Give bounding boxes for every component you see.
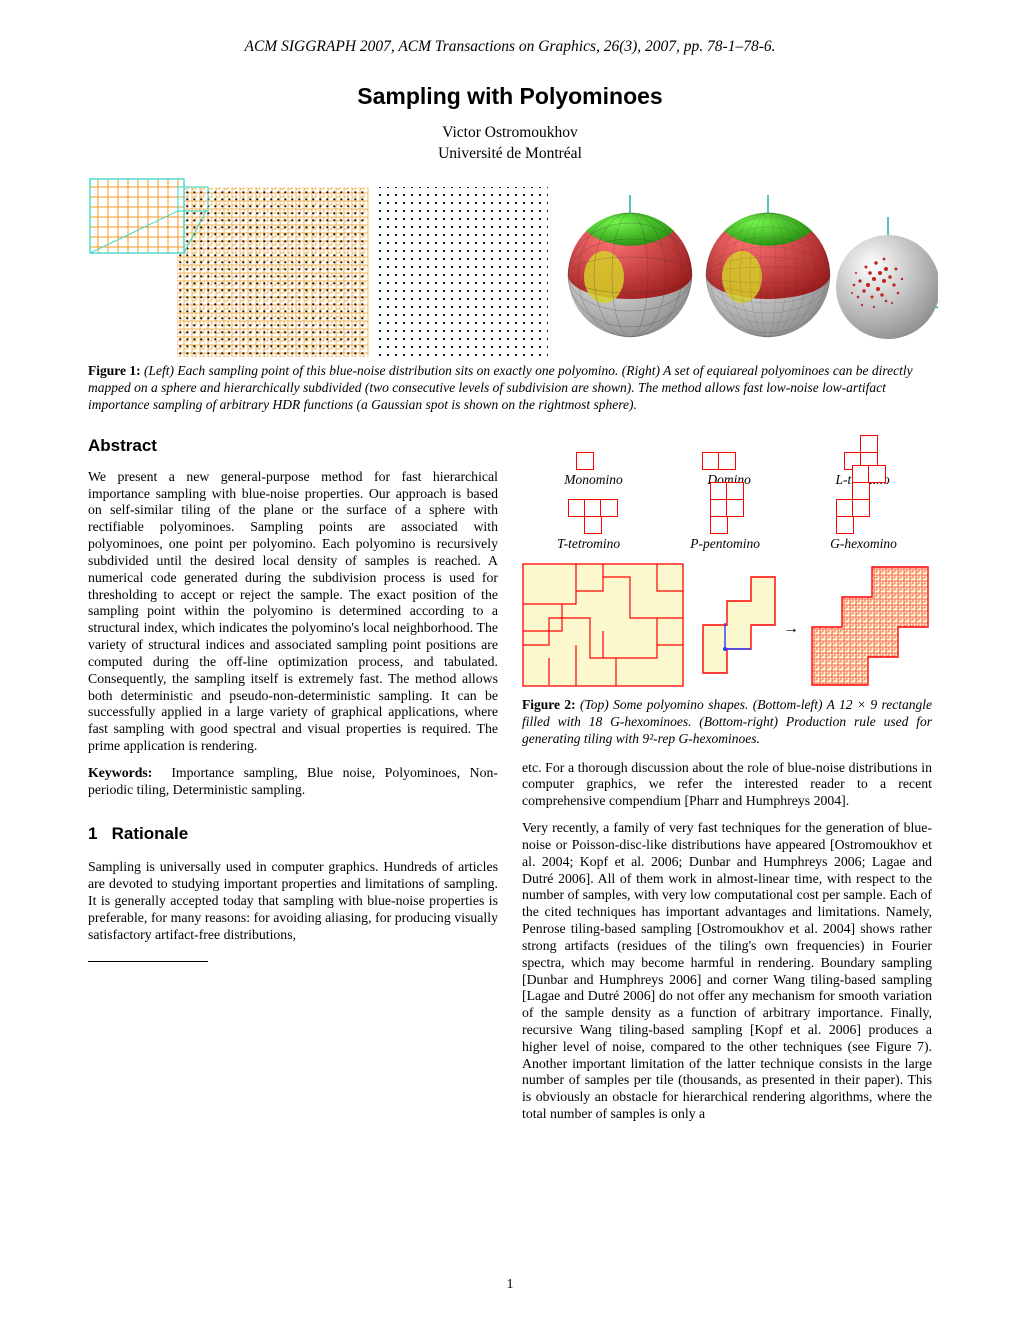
figure-1-tiling — [88, 177, 378, 357]
figure-2-tiling-left — [522, 563, 686, 689]
column-left: Abstract We present a new general-purpos… — [88, 436, 498, 962]
column-right: Monomino Domino L-tromino — [522, 436, 932, 1133]
abstract-body: We present a new general-purpose method … — [88, 469, 498, 755]
affiliation: Université de Montréal — [88, 145, 932, 164]
figure-2-tiling-right — [808, 563, 932, 689]
t-tetromino-shape — [569, 500, 617, 534]
figure-1-points — [378, 177, 548, 357]
poly-label-monomino: Monomino — [564, 472, 623, 488]
page-number: 1 — [0, 1277, 1020, 1294]
right-p1: etc. For a thorough discussion about the… — [522, 760, 932, 810]
monomino-shape — [577, 453, 593, 470]
figure-2-caption: Figure 2: (Top) Some polyomino shapes. (… — [522, 697, 932, 748]
rationale-heading: 1 Rationale — [88, 824, 498, 845]
figure-1 — [88, 177, 932, 357]
keywords-text — [162, 765, 171, 780]
figure-1-caption: Figure 1: (Left) Each sampling point of … — [88, 363, 932, 414]
author: Victor Ostromoukhov — [88, 124, 932, 143]
figure-2: Monomino Domino L-tromino — [522, 436, 932, 689]
g-hexomino-shape — [837, 466, 885, 534]
poly-label-ttet: T-tetromino — [557, 536, 620, 552]
running-header: ACM SIGGRAPH 2007, ACM Transactions on G… — [88, 38, 932, 57]
keywords-label: Keywords: — [88, 765, 152, 780]
right-p2: Very recently, a family of very fast tec… — [522, 820, 932, 1123]
figure-2-production: → — [697, 563, 797, 689]
domino-shape — [703, 453, 735, 470]
footnote-rule — [88, 961, 208, 962]
rationale-body: Sampling is universally used in computer… — [88, 859, 498, 943]
poly-label-ppent: P-pentomino — [690, 536, 760, 552]
svg-text:→: → — [783, 620, 797, 637]
abstract-heading: Abstract — [88, 436, 498, 457]
figure-1-label: Figure 1: — [88, 363, 141, 378]
poly-label-ghex: G-hexomino — [830, 536, 897, 552]
figure-2-label: Figure 2: — [522, 697, 576, 712]
paper-title: Sampling with Polyominoes — [88, 83, 932, 111]
figure-1-spheres — [558, 177, 938, 357]
keywords: Keywords: Importance sampling, Blue nois… — [88, 765, 498, 799]
p-pentomino-shape — [711, 483, 743, 534]
figure-1-text: (Left) Each sampling point of this blue-… — [88, 363, 913, 412]
